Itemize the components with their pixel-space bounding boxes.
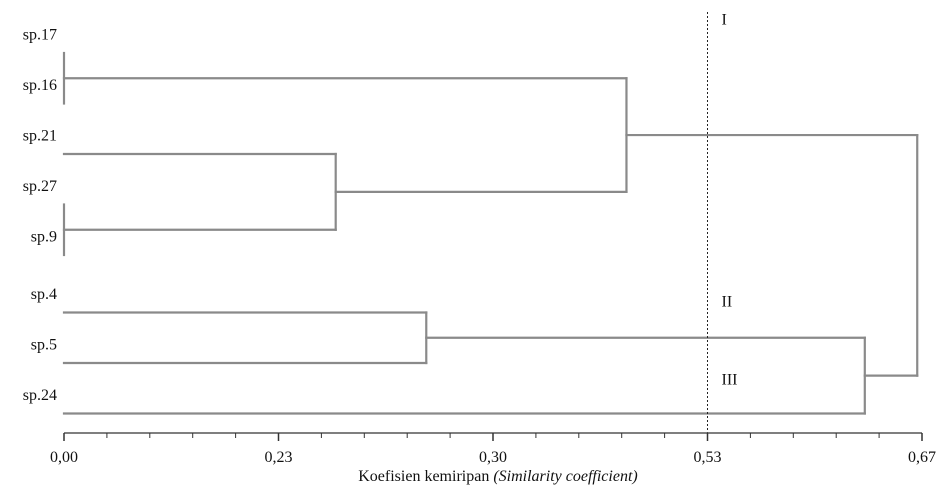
x-tick-label-3: 0,53 — [694, 449, 722, 466]
leaf-label-sp-5: sp.5 — [31, 337, 57, 354]
x-axis: 0,00 0,23 0,30 0,53 0,67 — [50, 432, 936, 466]
x-axis-title-main: Koefisien kemiripan — [358, 468, 493, 485]
x-tick-label-2: 0,30 — [479, 449, 507, 466]
leaf-label-sp-21: sp.21 — [23, 128, 57, 145]
leaf-label-sp-27: sp.27 — [23, 178, 57, 195]
x-tick-label-0: 0,00 — [50, 449, 78, 466]
cluster-label-ii: II — [722, 294, 733, 311]
branches-layer — [62, 51, 919, 415]
leaf-labels: sp.17 sp.16 sp.21 sp.27 sp.9 sp.4 sp.5 sp.24 — [23, 27, 57, 405]
leaf-label-sp-24: sp.24 — [23, 387, 57, 404]
leaf-label-sp-17: sp.17 — [23, 27, 57, 44]
x-axis-title: Koefisien kemiripan (Similarity coeffici… — [358, 468, 637, 485]
x-tick-label-4: 0,67 — [908, 449, 936, 466]
cluster-label-i: I — [722, 12, 727, 29]
leaf-label-sp-4: sp.4 — [31, 286, 57, 303]
leaf-label-sp-16: sp.16 — [23, 77, 57, 94]
x-tick-label-1: 0,23 — [265, 449, 293, 466]
cluster-label-iii: III — [722, 372, 738, 389]
leaf-label-sp-9: sp.9 — [31, 229, 57, 246]
x-axis-title-italic: (Similarity coefficient) — [493, 468, 637, 485]
